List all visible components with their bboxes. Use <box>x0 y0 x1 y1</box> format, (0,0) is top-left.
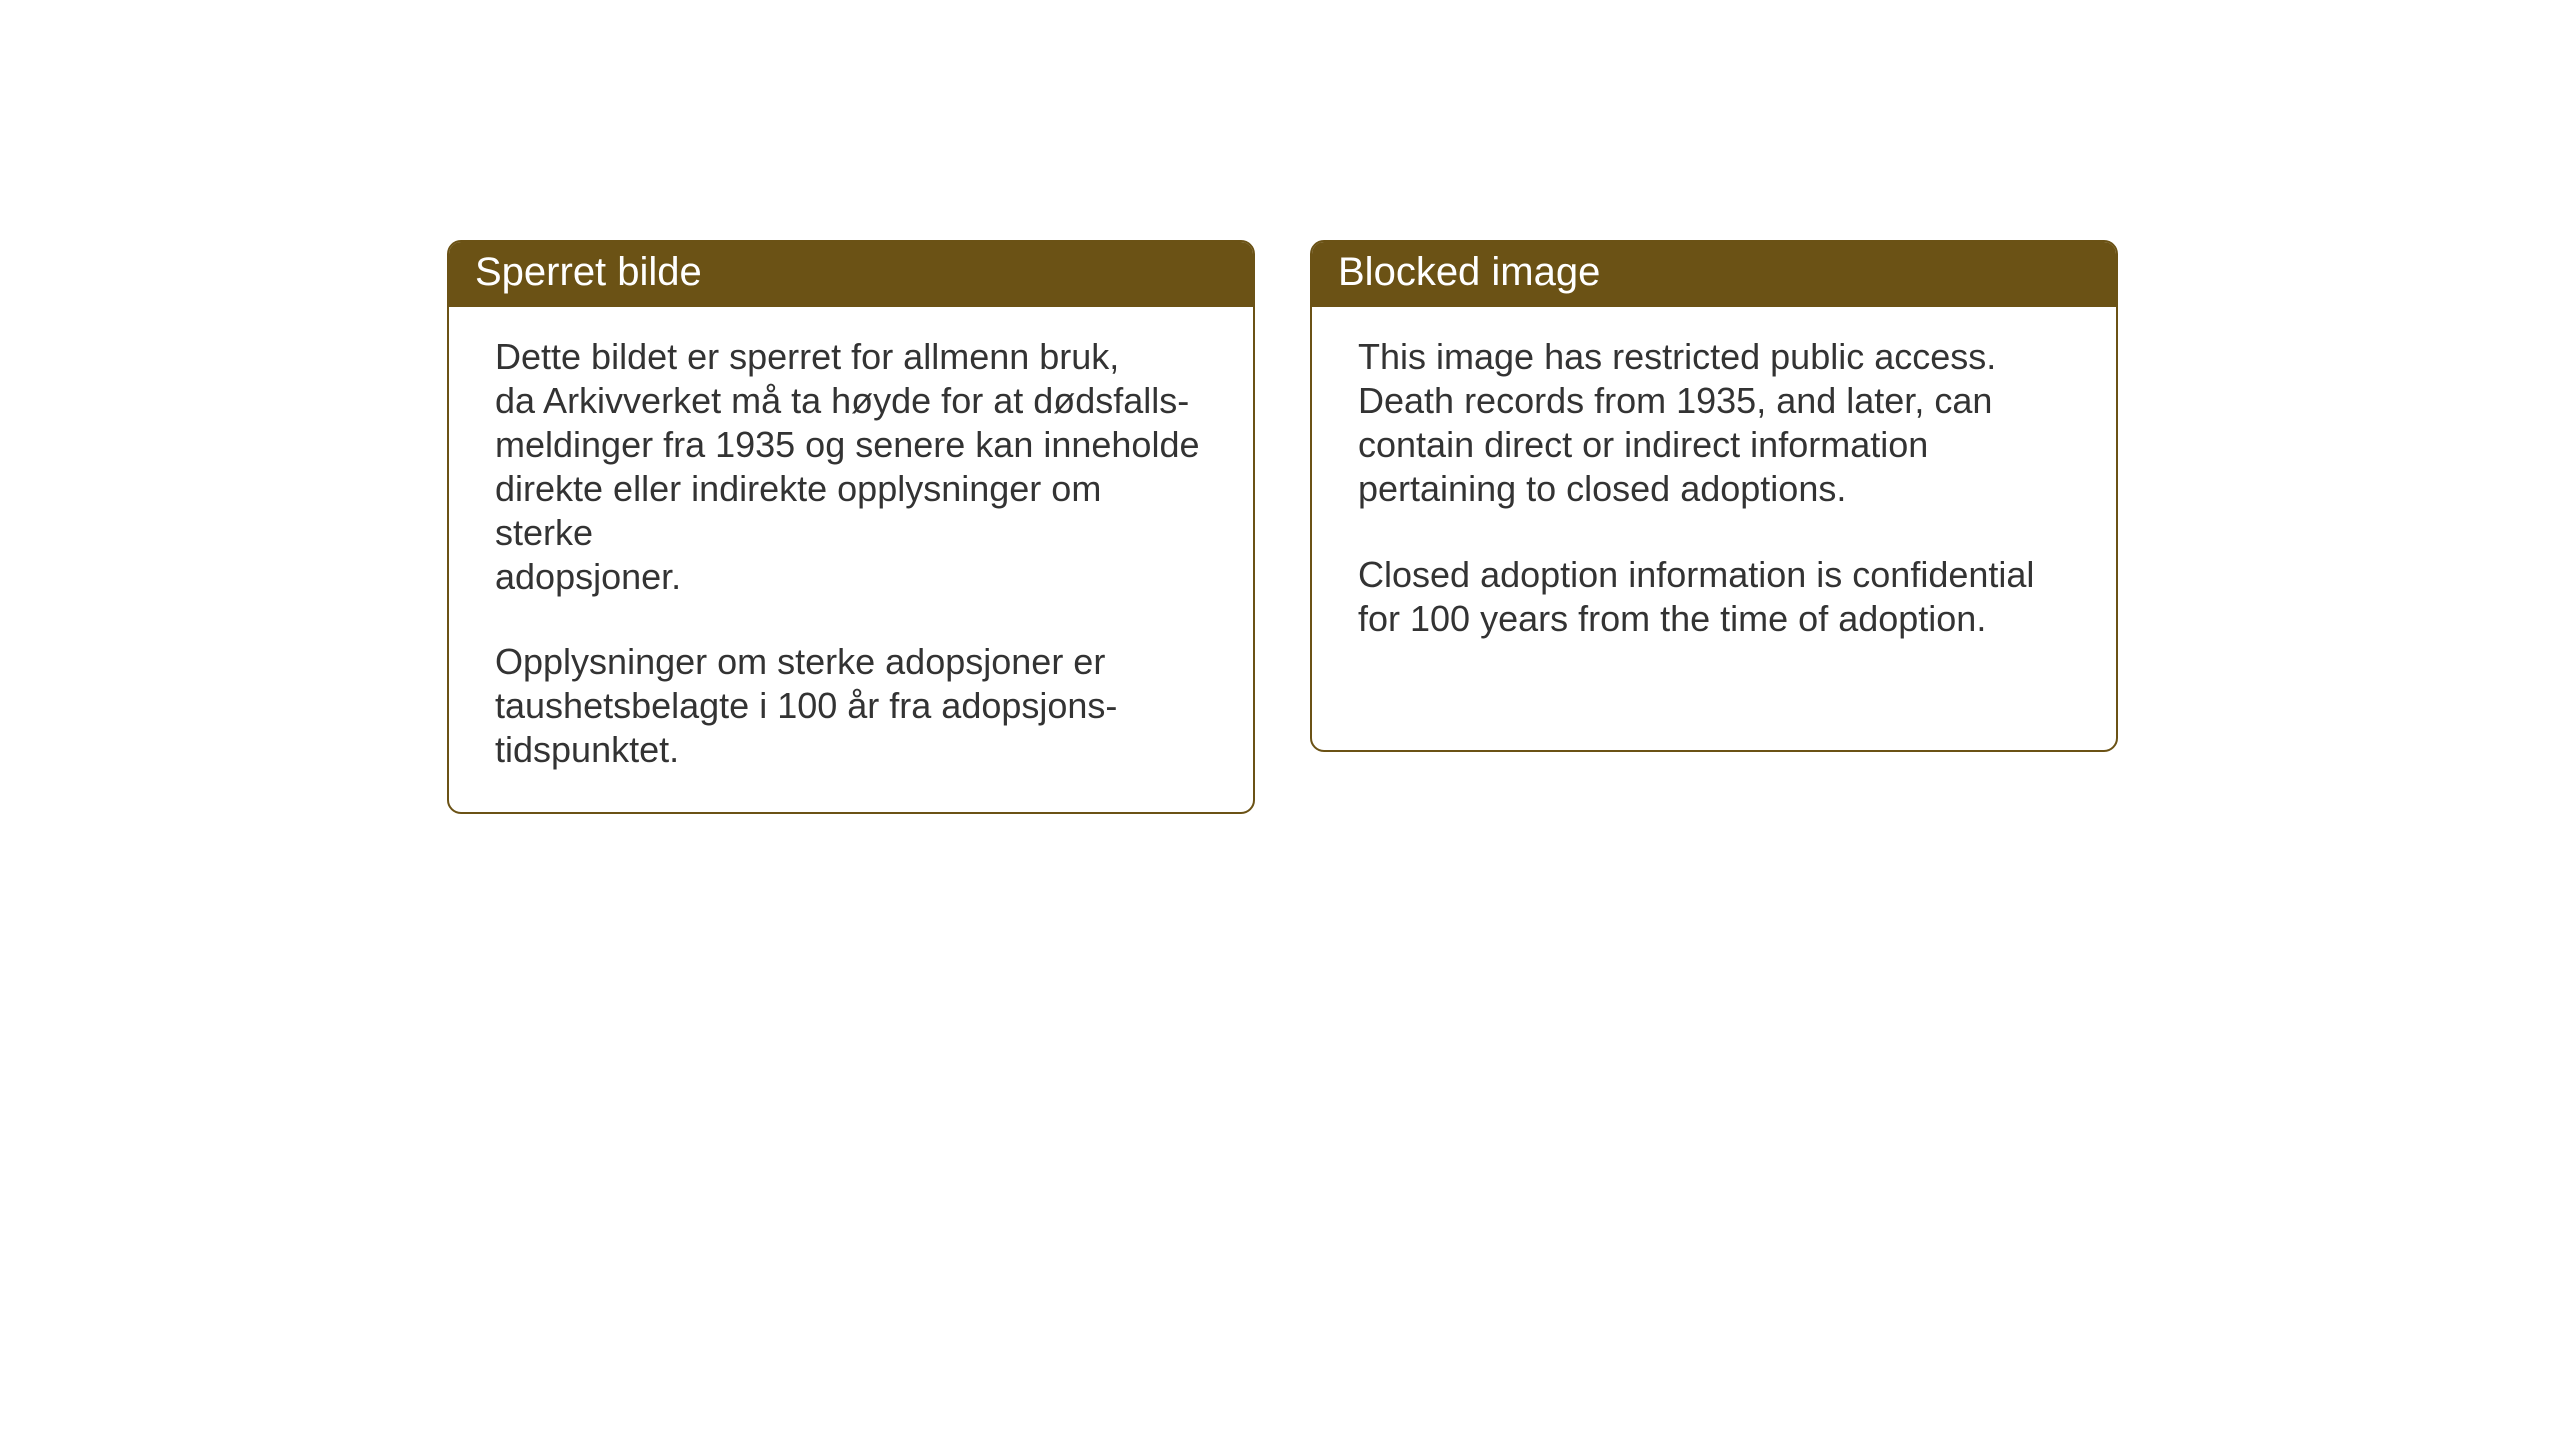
notice-card-norwegian: Sperret bilde Dette bildet er sperret fo… <box>447 240 1255 814</box>
notice-title-english: Blocked image <box>1338 250 1600 294</box>
notice-card-header-english: Blocked image <box>1312 242 2116 307</box>
notice-card-body-english: This image has restricted public access.… <box>1312 307 2116 680</box>
notice-paragraph-2-norwegian: Opplysninger om sterke adopsjoner er tau… <box>495 640 1207 772</box>
notice-paragraph-2-english: Closed adoption information is confident… <box>1358 553 2070 641</box>
notice-card-english: Blocked image This image has restricted … <box>1310 240 2118 752</box>
notice-card-header-norwegian: Sperret bilde <box>449 242 1253 307</box>
notice-card-body-norwegian: Dette bildet er sperret for allmenn bruk… <box>449 307 1253 812</box>
notice-paragraph-1-norwegian: Dette bildet er sperret for allmenn bruk… <box>495 335 1207 598</box>
notice-container: Sperret bilde Dette bildet er sperret fo… <box>447 240 2118 814</box>
notice-title-norwegian: Sperret bilde <box>475 250 702 294</box>
notice-paragraph-1-english: This image has restricted public access.… <box>1358 335 2070 511</box>
